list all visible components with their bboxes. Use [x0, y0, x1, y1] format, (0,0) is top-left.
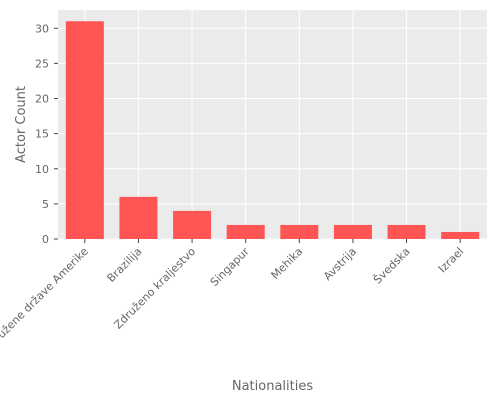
x-tick-label: Združene države Amerike — [0, 245, 91, 355]
bar — [226, 224, 265, 239]
y-tick-label: 15 — [35, 128, 49, 141]
y-axis-title: Actor Count — [14, 86, 29, 163]
y-tick-label: 5 — [42, 198, 49, 211]
y-tick-label: 0 — [42, 233, 49, 246]
x-axis-title: Nationalities — [232, 379, 313, 394]
x-tick-label: Brazilija — [105, 245, 145, 285]
x-tick-label: Izrael — [436, 245, 466, 275]
y-tick-label: 30 — [35, 22, 49, 35]
bar — [387, 224, 426, 239]
bar — [65, 21, 104, 240]
bar — [333, 224, 372, 239]
bar — [280, 224, 319, 239]
bar — [119, 196, 158, 239]
x-tick-label: Švedska — [371, 245, 413, 287]
y-axis-ticks: 0 5 10 15 20 25 30 — [35, 22, 58, 246]
bar — [173, 210, 212, 239]
bars — [65, 21, 480, 240]
x-tick-label: Singapur — [208, 245, 252, 289]
y-tick-label: 10 — [35, 163, 49, 176]
x-axis-ticks: Združene države Amerike BrazilijaZdruženo… — [0, 239, 466, 354]
x-tick-label: Avstrija — [321, 245, 359, 283]
y-tick-label: 20 — [35, 93, 49, 106]
y-tick-label: 25 — [35, 57, 49, 70]
x-tick-label: Mehika — [269, 245, 306, 282]
bar — [441, 231, 480, 239]
